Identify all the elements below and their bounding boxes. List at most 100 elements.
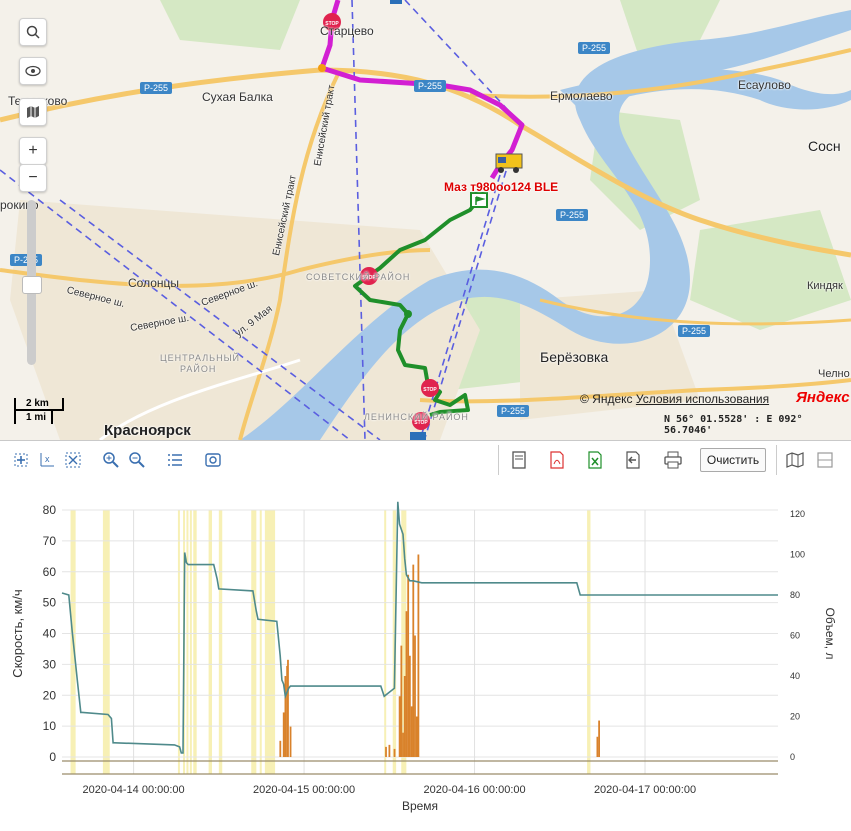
svg-text:STOP: STOP [423, 387, 437, 393]
road [238, 69, 342, 440]
scale-mi-label: 1 mi [26, 412, 47, 423]
map-canvas[interactable]: STOP STOP STOP STOP [0, 0, 851, 440]
eye-icon [25, 65, 41, 77]
copyright-text: © Яндекс [580, 392, 633, 406]
highlight-band [193, 510, 197, 774]
consumption-bar [415, 716, 418, 757]
clear-button[interactable]: Очистить [700, 448, 766, 472]
place-label: Челно [818, 368, 850, 380]
search-icon [26, 25, 40, 39]
y-tick-label-right: 40 [790, 671, 800, 681]
map-layers-icon [27, 106, 39, 118]
scale-km-label: 2 km [26, 398, 49, 409]
svg-text:STOP: STOP [362, 275, 376, 281]
finish-marker[interactable] [390, 0, 402, 4]
export-excel-button[interactable] [584, 449, 606, 471]
x-tick-label: 2020-04-14 00:00:00 [83, 784, 185, 796]
terms-link[interactable]: Условия использования [635, 392, 770, 406]
map-search-button[interactable] [19, 18, 47, 46]
track-point[interactable] [404, 310, 412, 318]
y-tick-label-right: 0 [790, 752, 795, 762]
stop-marker[interactable]: STOP [412, 412, 430, 430]
consumption-bar [385, 746, 387, 757]
truck-icon[interactable] [495, 153, 523, 173]
zoom-fit-button[interactable] [62, 449, 84, 471]
x-tick-label: 2020-04-16 00:00:00 [423, 784, 525, 796]
stop-marker[interactable]: STOP [360, 267, 378, 285]
y-tick-label-left: 10 [43, 719, 57, 733]
highlight-band [401, 510, 407, 774]
road [469, 48, 851, 99]
y-tick-label-right: 120 [790, 509, 805, 519]
map-layers-button[interactable] [19, 98, 47, 126]
track-point[interactable] [318, 64, 326, 72]
x-tick-label: 2020-04-15 00:00:00 [253, 784, 355, 796]
start-flag-icon[interactable] [470, 192, 488, 208]
yandex-logo: Яндекс [796, 389, 850, 406]
svg-text:STOP: STOP [414, 420, 428, 426]
zoom-in-button[interactable]: + [19, 137, 47, 165]
legend-button[interactable] [164, 449, 186, 471]
zoom-out-button[interactable]: − [19, 164, 47, 192]
magnifier-plus-icon [103, 452, 119, 468]
highlight-band [392, 510, 397, 774]
zoom-select-button[interactable] [10, 449, 32, 471]
highlight-band [186, 510, 189, 774]
consumption-bar [407, 574, 410, 757]
zoom-region-icon [14, 453, 28, 467]
svg-text:x: x [45, 454, 50, 464]
list-icon [168, 454, 182, 466]
split-view-button[interactable] [814, 449, 836, 471]
park-area [160, 0, 300, 50]
chart-background [0, 478, 851, 826]
highlight-band [587, 510, 591, 774]
map-panel[interactable]: STOP STOP STOP STOP Старцево Сухая Балка… [0, 0, 851, 441]
highlight-band [177, 510, 180, 774]
consumption-bar [408, 655, 411, 757]
zoom-in-chart-button[interactable] [100, 449, 122, 471]
x-axis-title: Время [402, 799, 438, 813]
road-sign: P-255 [556, 209, 589, 221]
show-map-button[interactable] [784, 449, 806, 471]
consumption-bar [402, 732, 404, 757]
road-sign: P-255 [497, 405, 530, 417]
report-button[interactable] [508, 449, 530, 471]
place-label: Красноярск [104, 422, 191, 439]
y-axis-title-right: Объем, л [823, 608, 837, 660]
consumption-bar [284, 676, 287, 757]
map-visibility-button[interactable] [19, 57, 47, 85]
y-tick-label-right: 100 [790, 550, 805, 560]
park-area [620, 0, 720, 60]
y-tick-label-right: 20 [790, 712, 800, 722]
export-pdf-button[interactable] [546, 449, 568, 471]
city-area [10, 200, 480, 440]
consumption-bar [393, 748, 396, 757]
highlight-band [251, 510, 257, 774]
road [0, 248, 431, 288]
road [539, 298, 851, 326]
zoom-x-button[interactable]: x [36, 449, 58, 471]
volume-series-line [61, 501, 778, 754]
finish-marker[interactable] [410, 432, 426, 440]
stop-marker[interactable]: STOP [323, 13, 341, 31]
chart-svg[interactable]: 0 10 20 30 40 50 60 70 80 0 20 40 60 80 100 120 2020-04-… [0, 478, 851, 826]
zoom-slider-handle[interactable] [22, 276, 42, 294]
print-button[interactable] [662, 449, 684, 471]
river [560, 69, 851, 110]
district-label: ЦЕНТРАЛЬНЫЙ [160, 353, 241, 363]
chart-panel[interactable]: 0 10 20 30 40 50 60 70 80 0 20 40 60 80 100 120 2020-04-… [0, 478, 851, 826]
place-label: Есаулово [738, 78, 791, 92]
snapshot-button[interactable] [202, 449, 224, 471]
place-label: Берёзовка [540, 349, 609, 365]
place-label: Сосн [808, 138, 841, 154]
stop-marker[interactable]: STOP [421, 379, 439, 397]
consumption-bar [412, 564, 415, 757]
highlight-band [264, 510, 276, 774]
import-button[interactable] [622, 449, 644, 471]
excel-icon [588, 451, 602, 469]
zoom-out-chart-button[interactable] [126, 449, 148, 471]
road-sign: P-255 [414, 80, 447, 92]
track-magenta [319, 0, 525, 180]
toolbar-separator [498, 445, 499, 475]
x-tick-label: 2020-04-17 00:00:00 [594, 784, 696, 796]
